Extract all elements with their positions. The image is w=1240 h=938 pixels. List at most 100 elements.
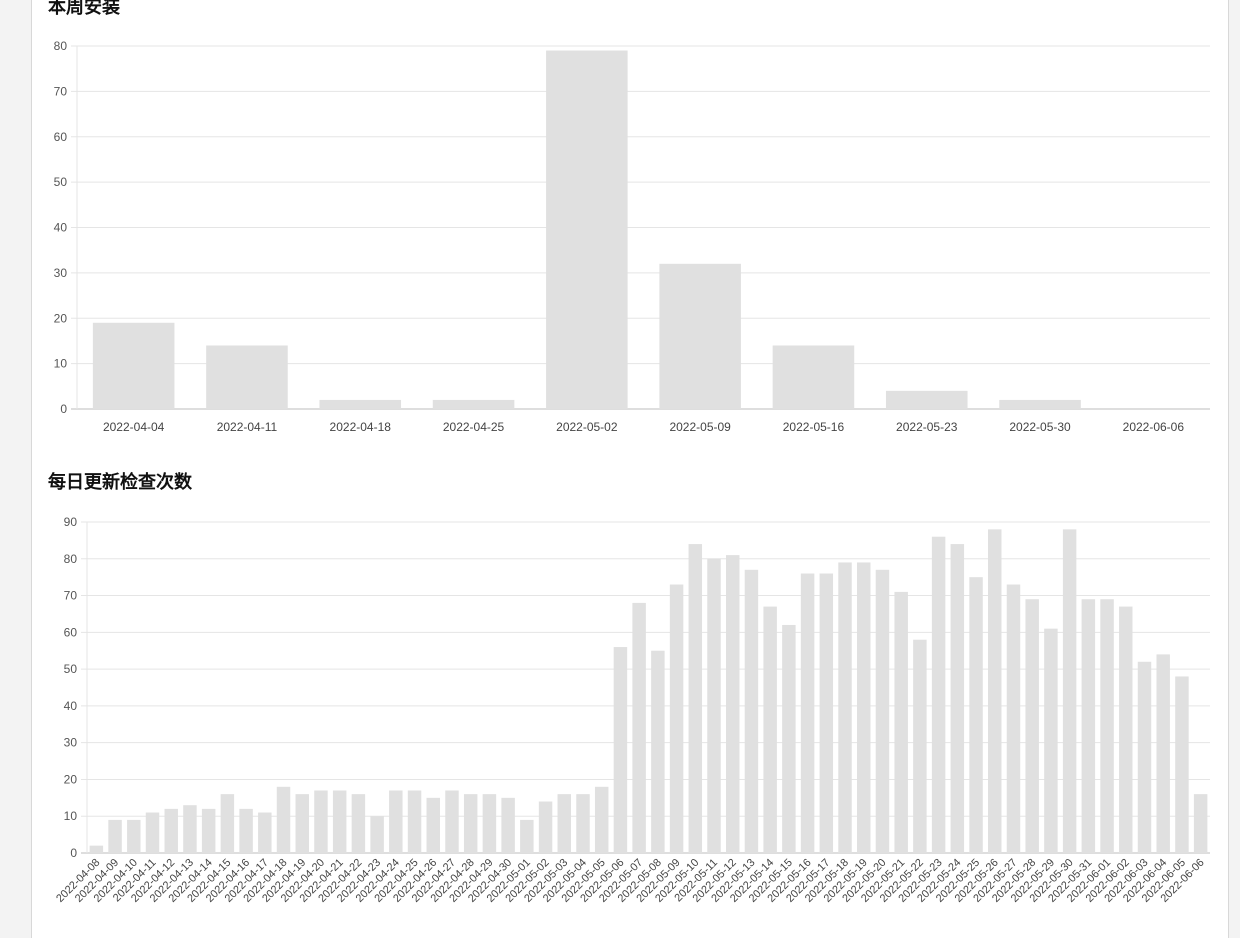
weekly-y-tick-label: 10 xyxy=(54,357,68,371)
daily-bar xyxy=(800,573,815,853)
daily-bar xyxy=(1081,599,1096,853)
weekly-x-tick-label: 2022-05-23 xyxy=(896,420,958,434)
daily-bar xyxy=(351,794,366,853)
daily-bar xyxy=(931,536,946,853)
weekly-bar xyxy=(999,399,1081,409)
daily-bar xyxy=(407,790,422,853)
daily-bar xyxy=(763,606,777,853)
daily-bar xyxy=(127,819,141,853)
daily-bar xyxy=(875,569,890,853)
daily-bar xyxy=(145,812,160,853)
daily-update-checks-title: 每日更新检查次数 xyxy=(48,472,192,493)
weekly-bar xyxy=(546,50,628,409)
daily-bar xyxy=(445,790,459,853)
weekly-y-tick-label: 30 xyxy=(54,266,68,280)
daily-bar xyxy=(857,562,871,853)
weekly-y-tick-label: 0 xyxy=(60,402,67,416)
daily-bar xyxy=(894,591,908,853)
weekly-x-tick-label: 2022-05-16 xyxy=(783,420,845,434)
weekly-bar xyxy=(319,399,402,409)
weekly-y-tick-label: 50 xyxy=(54,175,68,189)
daily-bar xyxy=(482,794,497,853)
daily-bar xyxy=(463,794,478,853)
daily-bar xyxy=(520,819,534,853)
weekly-x-tick-label: 2022-04-04 xyxy=(103,420,165,434)
daily-y-tick-label: 10 xyxy=(64,809,78,823)
daily-bar xyxy=(239,808,253,853)
weekly-installs-title: 本周安装 xyxy=(48,0,120,18)
weekly-y-tick-label: 40 xyxy=(54,221,68,235)
daily-bar xyxy=(314,790,328,853)
daily-bar xyxy=(744,569,759,853)
daily-bar xyxy=(201,808,216,853)
weekly-x-tick-label: 2022-05-09 xyxy=(669,420,731,434)
daily-y-tick-label: 30 xyxy=(64,736,78,750)
daily-y-tick-label: 20 xyxy=(64,772,78,786)
weekly-x-tick-label: 2022-04-18 xyxy=(330,420,392,434)
daily-bar xyxy=(389,790,403,853)
daily-y-tick-label: 80 xyxy=(64,552,78,566)
daily-bar xyxy=(295,794,309,853)
weekly-y-tick-label: 60 xyxy=(54,130,68,144)
daily-bar xyxy=(913,639,927,853)
daily-bar xyxy=(370,816,384,853)
weekly-bar xyxy=(885,390,968,409)
daily-bar xyxy=(576,794,590,853)
weekly-bar xyxy=(92,322,175,409)
weekly-x-tick-label: 2022-05-02 xyxy=(556,420,618,434)
daily-bar xyxy=(1137,661,1152,853)
daily-bar xyxy=(538,801,553,853)
daily-bar xyxy=(1006,584,1021,853)
daily-y-tick-label: 60 xyxy=(64,625,78,639)
weekly-x-tick-label: 2022-05-30 xyxy=(1009,420,1071,434)
daily-bar xyxy=(725,555,740,853)
daily-bar xyxy=(1193,794,1208,853)
daily-bar xyxy=(183,805,197,853)
daily-bar xyxy=(108,819,122,853)
daily-y-tick-label: 0 xyxy=(70,846,77,860)
daily-bar xyxy=(332,790,347,853)
daily-bar xyxy=(164,808,178,853)
daily-bar xyxy=(276,786,291,853)
weekly-y-tick-label: 20 xyxy=(54,311,68,325)
daily-bar xyxy=(426,797,440,853)
daily-bar xyxy=(1025,599,1039,853)
daily-bar xyxy=(1175,676,1189,853)
daily-bar xyxy=(988,529,1002,853)
weekly-bar xyxy=(772,345,855,409)
daily-bar xyxy=(819,573,834,853)
daily-bar xyxy=(258,812,272,853)
daily-bar xyxy=(651,650,665,853)
daily-bar xyxy=(1156,654,1170,853)
daily-y-tick-label: 50 xyxy=(64,662,78,676)
daily-bar xyxy=(220,794,235,853)
daily-bar xyxy=(782,624,796,853)
daily-bar xyxy=(557,794,572,853)
weekly-x-tick-label: 2022-04-25 xyxy=(443,420,505,434)
weekly-y-tick-label: 80 xyxy=(54,39,68,53)
daily-y-tick-label: 40 xyxy=(64,699,78,713)
weekly-bar xyxy=(432,399,515,409)
daily-bar xyxy=(632,602,646,853)
daily-bar xyxy=(969,577,983,853)
daily-bar xyxy=(613,647,628,853)
weekly-y-tick-label: 70 xyxy=(54,84,68,98)
daily-bar xyxy=(1062,529,1077,853)
daily-bar xyxy=(89,845,104,853)
daily-bar xyxy=(501,797,515,853)
daily-y-tick-label: 90 xyxy=(64,515,78,529)
weekly-x-tick-label: 2022-04-11 xyxy=(217,420,278,434)
weekly-bar xyxy=(206,345,288,409)
daily-y-tick-label: 70 xyxy=(64,589,78,603)
daily-bar xyxy=(688,544,703,853)
daily-bar xyxy=(1100,599,1114,853)
daily-bar xyxy=(707,558,721,853)
daily-bar xyxy=(950,544,965,853)
daily-bar xyxy=(669,584,684,853)
weekly-bar xyxy=(659,263,741,409)
daily-bar xyxy=(594,786,609,853)
daily-bar xyxy=(838,562,852,853)
daily-bar xyxy=(1044,628,1058,853)
daily-bar xyxy=(1119,606,1133,853)
